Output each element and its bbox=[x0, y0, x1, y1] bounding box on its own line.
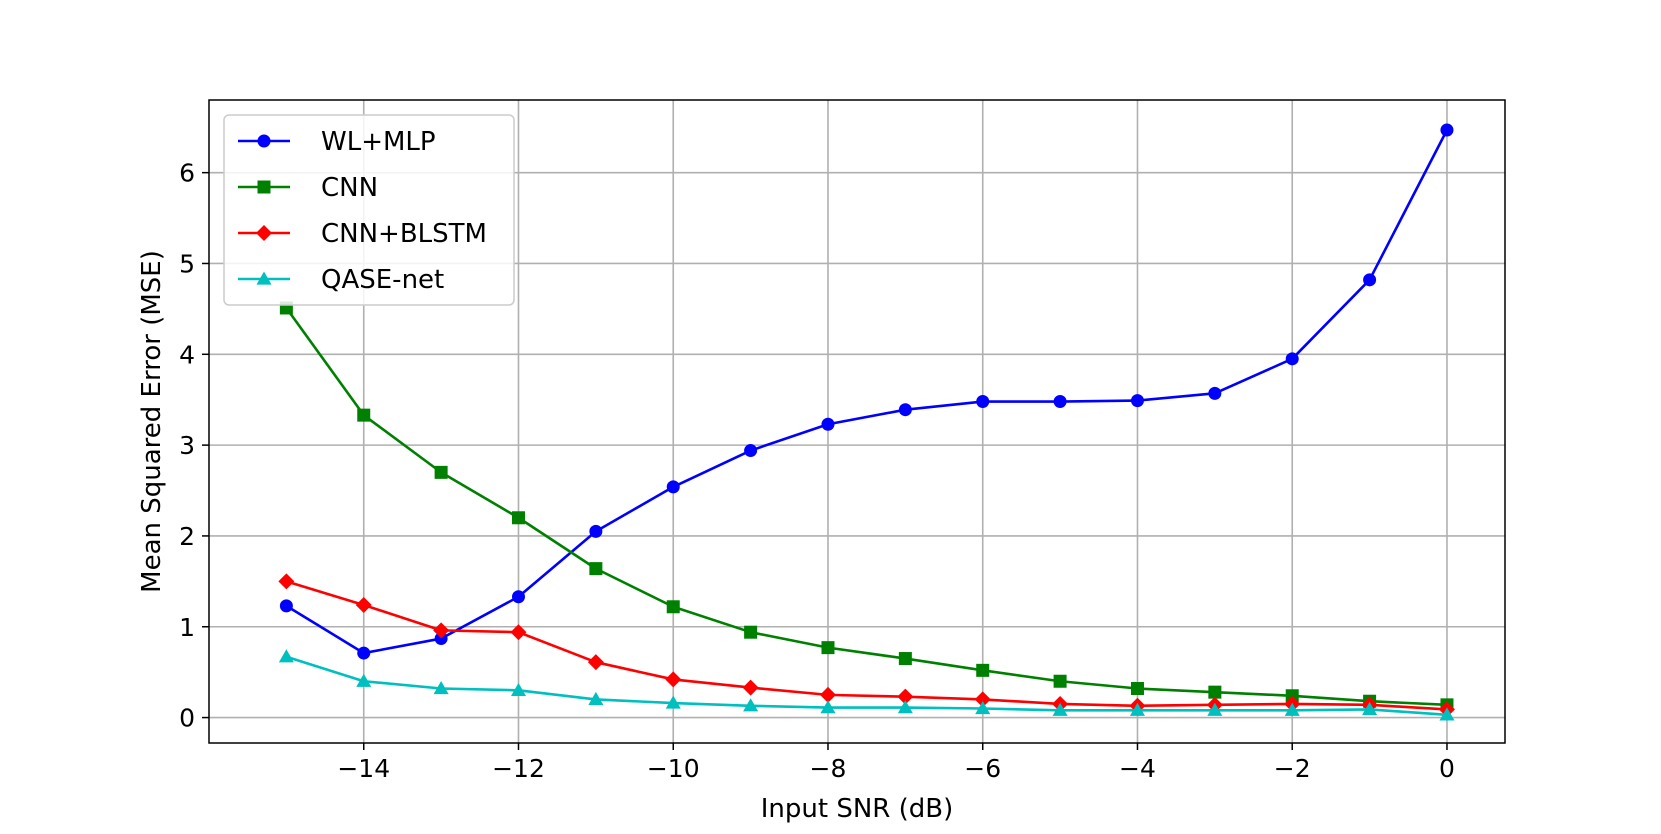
data-point bbox=[1440, 123, 1454, 137]
x-tick-label: −6 bbox=[964, 754, 1001, 783]
data-point bbox=[434, 632, 448, 646]
data-point bbox=[589, 562, 603, 576]
data-point bbox=[742, 679, 759, 696]
data-point bbox=[976, 663, 990, 677]
data-point bbox=[1053, 395, 1067, 409]
series-line bbox=[285, 655, 1448, 717]
data-point bbox=[357, 408, 371, 422]
series-line bbox=[285, 129, 1449, 655]
series-line bbox=[285, 307, 1448, 707]
x-tick-label: 0 bbox=[1439, 754, 1455, 783]
data-point bbox=[278, 649, 294, 663]
data-point bbox=[589, 524, 603, 538]
legend-label: CNN bbox=[321, 173, 378, 203]
y-axis-title: Mean Squared Error (MSE) bbox=[137, 250, 167, 593]
data-point bbox=[821, 641, 835, 655]
data-point bbox=[1363, 273, 1377, 287]
data-point bbox=[1129, 702, 1145, 716]
data-point bbox=[1285, 352, 1299, 366]
series-layer bbox=[278, 123, 1455, 721]
data-point bbox=[1207, 702, 1223, 716]
x-axis-title: Input SNR (dB) bbox=[761, 794, 954, 824]
data-point bbox=[665, 695, 681, 709]
series-cnn bbox=[279, 301, 1454, 712]
data-point bbox=[744, 625, 758, 639]
legend-marker bbox=[256, 225, 272, 241]
legend-marker bbox=[257, 134, 271, 148]
data-point bbox=[587, 654, 604, 671]
legend-box bbox=[223, 114, 515, 306]
y-tick-label: 0 bbox=[179, 704, 195, 733]
data-point bbox=[357, 646, 371, 660]
data-point bbox=[1208, 685, 1222, 699]
legend: WL+MLP CNN CNN+BLSTM QASE-net bbox=[223, 114, 515, 306]
x-tick-label: −10 bbox=[647, 754, 700, 783]
data-point bbox=[433, 622, 450, 639]
series-line bbox=[285, 580, 1448, 711]
ticks: −14 −12 −10 −8 −6 −4 −2 0 0 1 2 3 4 5 6 bbox=[179, 159, 1455, 783]
data-point bbox=[666, 480, 680, 494]
data-point bbox=[1130, 682, 1144, 696]
data-point bbox=[355, 596, 372, 613]
data-point bbox=[665, 671, 682, 688]
data-point bbox=[1052, 702, 1068, 716]
y-tick-label: 1 bbox=[179, 613, 195, 642]
legend-label: WL+MLP bbox=[321, 127, 436, 157]
x-tick-label: −2 bbox=[1274, 754, 1311, 783]
data-point bbox=[278, 573, 295, 590]
data-point bbox=[897, 700, 913, 714]
y-tick-label: 5 bbox=[179, 249, 195, 278]
x-tick-label: −14 bbox=[337, 754, 390, 783]
data-point bbox=[510, 624, 527, 641]
legend-item: CNN bbox=[238, 173, 378, 203]
data-point bbox=[511, 511, 525, 525]
data-point bbox=[279, 599, 293, 613]
data-point bbox=[898, 403, 912, 417]
series-qase-net bbox=[278, 649, 1455, 721]
x-tick-label: −12 bbox=[492, 754, 545, 783]
data-point bbox=[1439, 707, 1455, 721]
legend-marker bbox=[256, 271, 272, 285]
data-point bbox=[898, 652, 912, 666]
data-point bbox=[819, 686, 836, 703]
plot-area-frame bbox=[208, 99, 1506, 744]
data-point bbox=[434, 465, 448, 479]
data-point bbox=[821, 417, 835, 431]
legend-marker bbox=[257, 180, 271, 194]
y-tick-label: 4 bbox=[179, 340, 195, 369]
data-point bbox=[743, 698, 759, 712]
data-point bbox=[1362, 701, 1378, 716]
data-point bbox=[510, 682, 526, 696]
data-point bbox=[356, 673, 372, 687]
data-point bbox=[1285, 689, 1299, 703]
data-point bbox=[744, 444, 758, 458]
data-point bbox=[433, 681, 449, 695]
data-point bbox=[1130, 394, 1144, 408]
data-point bbox=[976, 395, 990, 409]
data-point bbox=[1053, 674, 1067, 688]
x-tick-label: −8 bbox=[810, 754, 847, 783]
y-tick-label: 3 bbox=[179, 431, 195, 460]
data-point bbox=[897, 688, 914, 705]
legend-item: WL+MLP bbox=[238, 127, 436, 157]
legend-item: CNN+BLSTM bbox=[238, 219, 487, 249]
data-point bbox=[1208, 386, 1222, 400]
data-point bbox=[820, 700, 836, 714]
data-point bbox=[666, 600, 680, 614]
data-point bbox=[975, 700, 991, 715]
series-wl-mlp bbox=[279, 123, 1454, 660]
data-point bbox=[588, 691, 604, 706]
legend-label: QASE-net bbox=[321, 265, 444, 295]
y-tick-label: 2 bbox=[179, 522, 195, 551]
y-tick-label: 6 bbox=[179, 159, 195, 188]
legend-item: QASE-net bbox=[238, 265, 444, 295]
data-point bbox=[511, 590, 525, 604]
x-tick-label: −4 bbox=[1119, 754, 1156, 783]
data-point bbox=[1284, 702, 1300, 716]
legend-label: CNN+BLSTM bbox=[321, 219, 487, 249]
data-point bbox=[974, 691, 991, 708]
